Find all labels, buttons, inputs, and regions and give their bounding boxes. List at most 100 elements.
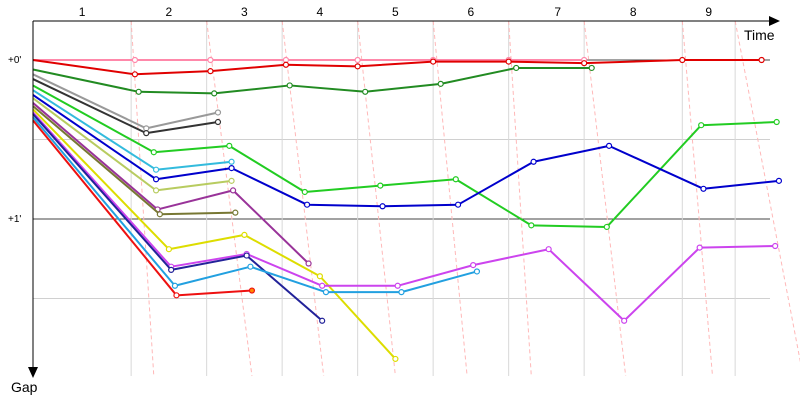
series-12 <box>32 108 399 363</box>
data-point <box>165 246 172 253</box>
series-line <box>32 66 592 95</box>
data-point <box>243 252 250 259</box>
data-point <box>150 149 157 156</box>
data-point <box>229 187 237 194</box>
series-7 <box>32 89 235 173</box>
data-point <box>454 201 462 208</box>
data-point <box>698 122 705 129</box>
data-point <box>248 287 256 294</box>
data-point <box>394 282 401 289</box>
data-point <box>228 177 235 184</box>
x-tick-label: 8 <box>630 5 637 19</box>
data-point <box>214 109 222 116</box>
data-point <box>377 182 384 189</box>
data-point <box>131 71 139 78</box>
series-11 <box>32 105 239 218</box>
data-point <box>286 82 293 89</box>
data-point <box>316 273 323 280</box>
data-point <box>214 118 222 126</box>
x-tick-label: 7 <box>554 5 561 19</box>
x-tick-label: 9 <box>705 5 712 19</box>
data-point <box>168 266 175 273</box>
lap-marker-line <box>206 20 253 377</box>
data-point <box>696 244 703 251</box>
data-point <box>303 201 311 208</box>
series-6 <box>32 84 780 231</box>
series-line <box>32 59 762 76</box>
data-point <box>392 355 399 363</box>
series-8 <box>32 94 783 210</box>
data-point <box>232 209 239 216</box>
lap-marker-line <box>281 20 325 377</box>
series-line <box>32 84 777 228</box>
data-point <box>772 242 779 250</box>
lap-marker-line <box>583 20 627 377</box>
data-point <box>173 292 180 299</box>
data-point <box>135 88 142 95</box>
data-point <box>152 176 160 183</box>
data-point <box>152 187 160 194</box>
data-point <box>228 158 235 165</box>
data-point <box>156 211 163 218</box>
series-layer <box>32 56 783 363</box>
data-point <box>473 268 481 275</box>
x-tick-label: 4 <box>317 5 324 19</box>
data-point <box>505 58 512 65</box>
data-point <box>322 289 330 296</box>
data-point <box>528 222 535 229</box>
data-point <box>430 58 437 65</box>
lap-marker-line <box>734 20 800 363</box>
data-point <box>470 262 477 269</box>
data-point <box>211 90 218 97</box>
data-point <box>621 317 628 324</box>
x-tick-label: 3 <box>241 5 248 19</box>
data-point <box>305 260 312 267</box>
x-tick-label: 1 <box>79 5 86 19</box>
data-point <box>207 68 214 75</box>
data-point <box>354 63 361 70</box>
data-point <box>171 282 179 289</box>
data-point <box>679 56 686 64</box>
data-point <box>530 158 537 165</box>
data-point <box>452 176 459 183</box>
series-line <box>32 102 310 265</box>
series-9 <box>32 97 235 194</box>
y-tick-labels: +0' +1' <box>8 55 21 225</box>
data-point <box>319 282 326 289</box>
data-point <box>773 118 780 126</box>
data-point <box>513 64 520 72</box>
series-4 <box>32 73 222 132</box>
data-point <box>437 80 444 87</box>
data-point <box>143 130 150 137</box>
series-line <box>32 113 323 322</box>
x-tick-labels: 1 2 3 4 5 6 7 8 9 <box>79 5 713 19</box>
data-point <box>775 177 783 184</box>
data-point <box>282 61 290 68</box>
data-point <box>603 223 610 231</box>
y-axis-title: Gap <box>11 379 38 395</box>
series-5 <box>32 78 222 137</box>
data-point <box>379 203 386 210</box>
axes <box>28 16 780 378</box>
data-point <box>226 142 233 149</box>
data-point <box>354 56 361 64</box>
data-point <box>131 56 139 64</box>
data-point <box>758 56 765 64</box>
data-point <box>588 64 595 72</box>
data-point <box>700 185 707 192</box>
x-tick-label: 6 <box>468 5 475 19</box>
x-tick-label: 2 <box>166 5 173 19</box>
data-point <box>228 165 235 172</box>
y-axis-arrow <box>28 367 38 378</box>
series-2 <box>32 56 765 78</box>
data-point <box>581 60 588 67</box>
series-10 <box>32 102 312 267</box>
series-line <box>32 111 776 322</box>
data-point <box>207 56 214 64</box>
x-tick-label: 5 <box>392 5 399 19</box>
data-point <box>301 188 308 196</box>
x-axis-arrow <box>769 16 780 26</box>
data-point <box>319 317 326 324</box>
data-point <box>362 88 369 95</box>
